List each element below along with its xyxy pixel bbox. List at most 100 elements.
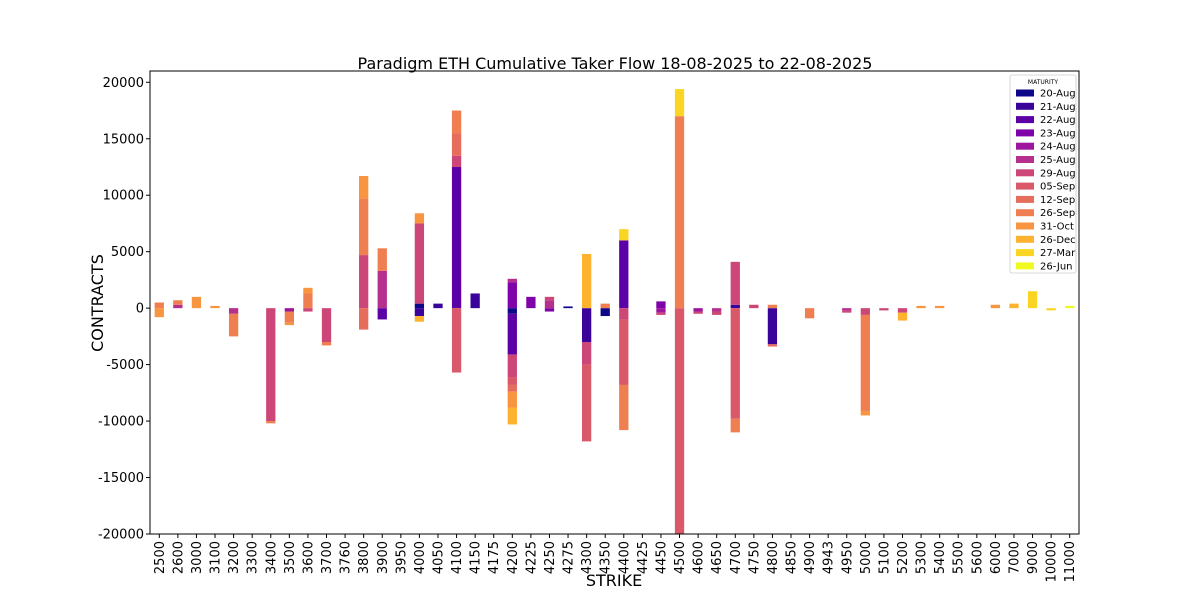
legend-swatch bbox=[1016, 235, 1034, 243]
bar-3200-26-Sep bbox=[228, 313, 239, 337]
bar-4200-29-Aug bbox=[507, 354, 517, 378]
bar-11000-26-Jun bbox=[1065, 305, 1075, 309]
legend-swatch bbox=[1016, 222, 1034, 230]
bar-4800-26-Sep bbox=[767, 304, 778, 309]
x-tick-label: 4350 bbox=[599, 541, 614, 574]
bar-5000-31-Oct bbox=[860, 410, 870, 416]
x-tick-label: 4425 bbox=[636, 541, 651, 574]
x-tick-label: 6000 bbox=[989, 541, 1004, 574]
legend-swatch bbox=[1016, 182, 1034, 190]
x-axis-label: STRIKE bbox=[586, 571, 642, 590]
legend: MATURITY 20-Aug 21-Aug 22-Aug 23-Aug 24-Aug 2… bbox=[1009, 74, 1077, 274]
bar-4950-29-Aug bbox=[842, 310, 852, 313]
x-tick-label: 4900 bbox=[803, 541, 818, 574]
y-tick-label: 15000 bbox=[103, 132, 144, 147]
legend-label: 29-Aug bbox=[1040, 168, 1076, 179]
bar-4300-05-Sep bbox=[581, 364, 592, 442]
x-tick-label: 4650 bbox=[710, 541, 725, 574]
x-tick-label: 3760 bbox=[339, 541, 354, 574]
bar-3900-22-Aug bbox=[377, 308, 387, 320]
bar-4200-12-Sep bbox=[507, 384, 517, 392]
x-tick-label: 2500 bbox=[153, 541, 168, 574]
legend-label: 20-Aug bbox=[1040, 89, 1076, 100]
bar-4600-24-Aug bbox=[693, 308, 703, 312]
x-tick-label: 4700 bbox=[729, 541, 744, 574]
legend-label: 26-Sep bbox=[1040, 208, 1075, 219]
legend-swatch bbox=[1016, 129, 1034, 137]
legend-label: 31-Oct bbox=[1040, 222, 1074, 233]
x-tick-label: 4750 bbox=[747, 541, 762, 574]
legend-swatch bbox=[1016, 209, 1034, 217]
bar-4750-29-Aug bbox=[749, 304, 759, 309]
bar-4100-26-Sep bbox=[451, 110, 462, 134]
bar-4400-22-Aug bbox=[619, 240, 629, 309]
bar-5300-31-Oct bbox=[916, 305, 926, 309]
bar-3000-31-Oct bbox=[191, 296, 202, 309]
x-tick-label: 5000 bbox=[859, 541, 874, 574]
x-axis: 2500 2600 3000 3100 3200 3300 3400 3500 3600 3700… bbox=[153, 534, 1078, 582]
bar-4225-23-Aug bbox=[526, 296, 536, 309]
legend-swatch bbox=[1016, 142, 1034, 150]
x-tick-label: 5100 bbox=[877, 541, 892, 574]
legend-label: 21-Aug bbox=[1040, 102, 1076, 113]
x-tick-label: 5200 bbox=[896, 541, 911, 574]
x-tick-label: 4000 bbox=[413, 541, 428, 574]
y-tick-label: 10000 bbox=[103, 189, 144, 204]
bar-3700-26-Sep bbox=[321, 342, 332, 346]
bar-2500-31-Oct bbox=[154, 308, 164, 318]
bar-3100-31-Oct bbox=[210, 305, 220, 309]
legend-swatch bbox=[1016, 116, 1034, 124]
bar-4150-21-Aug bbox=[470, 293, 480, 309]
x-tick-label: 4150 bbox=[469, 541, 484, 574]
bar-3600-26-Sep bbox=[303, 293, 313, 309]
bar-3500-24-Aug bbox=[284, 308, 294, 312]
x-tick-label: 3600 bbox=[301, 541, 316, 574]
x-tick-label: 4050 bbox=[431, 541, 446, 574]
legend-swatch bbox=[1016, 102, 1034, 110]
legend-swatch bbox=[1016, 262, 1034, 270]
bar-4450-23-Aug bbox=[656, 301, 666, 309]
x-tick-label: 4450 bbox=[654, 541, 669, 574]
y-tick-label: 20000 bbox=[103, 76, 144, 91]
x-tick-label: 5400 bbox=[933, 541, 948, 574]
x-tick-label: 3100 bbox=[209, 541, 224, 574]
bar-4050-21-Aug bbox=[433, 303, 443, 309]
bar-4500-26-Sep bbox=[674, 116, 685, 309]
x-tick-label: 4500 bbox=[673, 541, 688, 574]
bar-4200-31-Oct bbox=[507, 391, 517, 408]
bar-4400-26-Sep bbox=[619, 384, 629, 431]
bar-3800-29-Aug bbox=[359, 255, 369, 309]
bar-5400-31-Oct bbox=[935, 305, 945, 309]
bar-4700-21-Aug bbox=[730, 304, 740, 309]
bar-4000-26-Dec bbox=[414, 316, 425, 322]
bar-2600-26-Sep bbox=[173, 300, 183, 305]
x-tick-label: 5600 bbox=[970, 541, 985, 574]
legend-swatch bbox=[1016, 195, 1034, 203]
legend-label: 26-Dec bbox=[1040, 235, 1076, 246]
legend-label: 05-Sep bbox=[1040, 182, 1075, 193]
x-tick-label: 3950 bbox=[394, 541, 409, 574]
y-axis: 20000 15000 10000 5000 0 -5000 -10000 -15000 -20… bbox=[98, 76, 150, 543]
bar-3600-31-Oct bbox=[303, 287, 313, 294]
bar-3700-29-Aug bbox=[321, 308, 332, 343]
bar-4300-21-Aug bbox=[581, 308, 592, 343]
x-tick-label: 4600 bbox=[692, 541, 707, 574]
bar-4250-23-Aug bbox=[544, 308, 555, 312]
bar-3800-31-Oct bbox=[359, 176, 369, 199]
x-tick-label: 3800 bbox=[357, 541, 372, 574]
legend-title: MATURITY bbox=[1028, 79, 1058, 86]
x-tick-label: 5500 bbox=[952, 541, 967, 574]
legend-label: 26-Jun bbox=[1040, 261, 1073, 272]
y-tick-label: -5000 bbox=[106, 358, 144, 373]
bar-4200-20-Aug bbox=[507, 308, 517, 314]
legend-label: 22-Aug bbox=[1040, 115, 1076, 126]
bar-3400-29-Aug bbox=[266, 308, 276, 422]
x-tick-label: 3400 bbox=[264, 541, 279, 574]
bar-4450-24-Aug bbox=[656, 308, 666, 313]
bar-4200-22-Aug bbox=[507, 313, 517, 355]
x-tick-label: 4200 bbox=[506, 541, 521, 574]
bar-4400-29-Aug bbox=[619, 308, 629, 320]
bar-4450-29-Aug bbox=[656, 312, 666, 315]
y-tick-label: 0 bbox=[136, 302, 144, 317]
